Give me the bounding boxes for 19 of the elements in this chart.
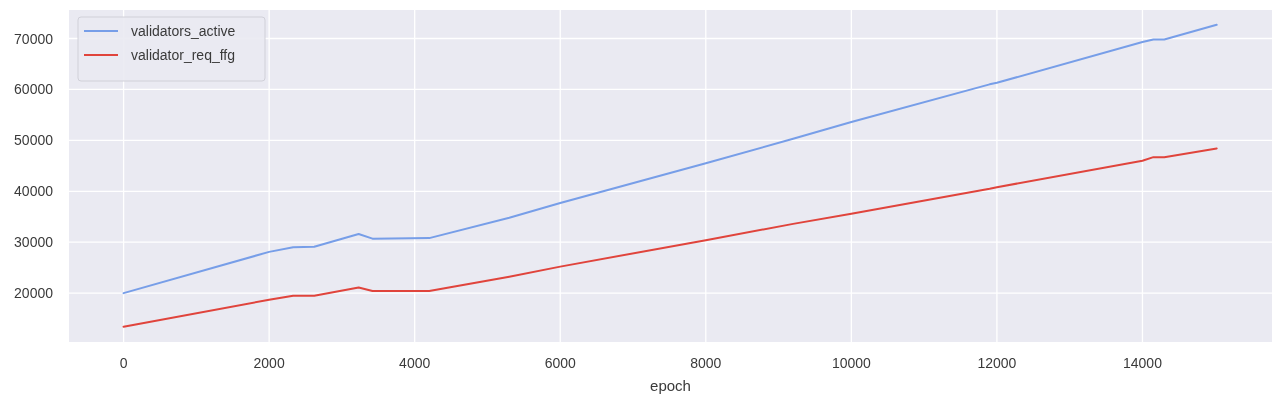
line-series [122, 23, 1218, 295]
y-tick-label: 70000 [14, 30, 54, 47]
x-tick-label: 2000 [253, 355, 285, 371]
x-tick-label: 12000 [977, 355, 1017, 371]
y-tick-label: 40000 [14, 183, 54, 200]
x-tick-label: 10000 [831, 355, 872, 371]
x-tick-label: 0 [119, 355, 128, 371]
x-tick-label: 8000 [690, 355, 722, 371]
y-tick-label: 20000 [14, 285, 54, 302]
x-tick-label: 4000 [399, 355, 431, 371]
x-tick-label: 6000 [544, 355, 577, 371]
y-tick-label: 60000 [14, 81, 54, 98]
line-series [122, 147, 1218, 328]
legend-label: validators_active [131, 23, 236, 39]
x-axis-title: epoch [650, 377, 691, 394]
legend-label: validator_req_ffg [131, 47, 236, 63]
y-tick-label: 30000 [14, 234, 54, 251]
y-tick-label: 50000 [14, 132, 54, 149]
x-tick-label: 14000 [1122, 355, 1163, 371]
